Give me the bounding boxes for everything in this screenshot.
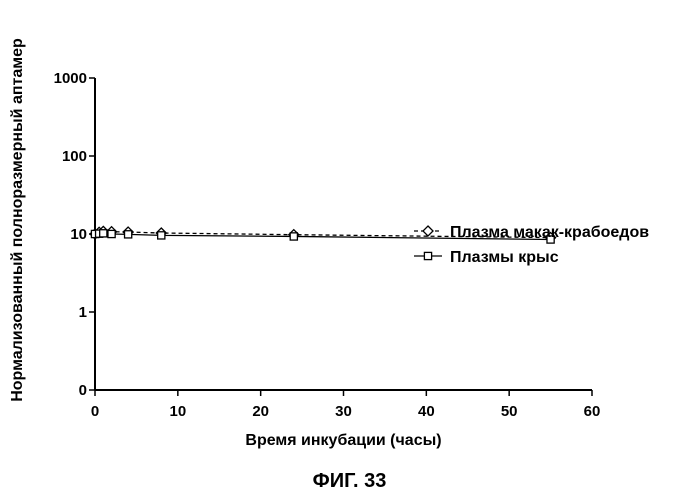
y-tick-label: 10 (70, 226, 87, 243)
legend-label: Плазмы крыс (450, 249, 559, 266)
data-point (158, 232, 165, 239)
y-tick-label: 1000 (54, 70, 87, 87)
legend-marker (424, 252, 431, 259)
data-point (100, 230, 107, 237)
x-tick-label: 0 (91, 403, 99, 420)
y-tick-label: 1 (79, 304, 87, 321)
x-tick-label: 20 (252, 403, 269, 420)
data-point (125, 231, 132, 238)
x-tick-label: 30 (335, 403, 352, 420)
y-tick-label: 100 (62, 148, 87, 165)
chart-legend: Плазма макак-крабоедов Плазмы крыс (414, 224, 649, 266)
figure-caption: ФИГ. 33 (0, 470, 699, 493)
chart-ticks: 0 10 20 30 40 50 60 0 1 10 100 1000 (54, 70, 601, 420)
legend-marker (423, 226, 433, 236)
x-tick-label: 60 (584, 403, 601, 420)
data-point (108, 230, 115, 237)
x-tick-label: 40 (418, 403, 435, 420)
y-axis-label: Нормализованный полноразмерный аптамер (9, 38, 26, 402)
chart: 0 10 20 30 40 50 60 0 1 10 100 1000 Плазма макак-кр… (0, 0, 699, 470)
x-tick-label: 50 (501, 403, 518, 420)
data-point (290, 233, 297, 240)
legend-label: Плазма макак-крабоедов (450, 224, 649, 241)
x-axis-label: Время инкубации (часы) (245, 432, 441, 449)
legend-item-1: Плазма макак-крабоедов (414, 224, 649, 241)
x-tick-label: 10 (169, 403, 186, 420)
y-tick-label: 0 (79, 382, 87, 399)
legend-item-2: Плазмы крыс (414, 249, 559, 266)
